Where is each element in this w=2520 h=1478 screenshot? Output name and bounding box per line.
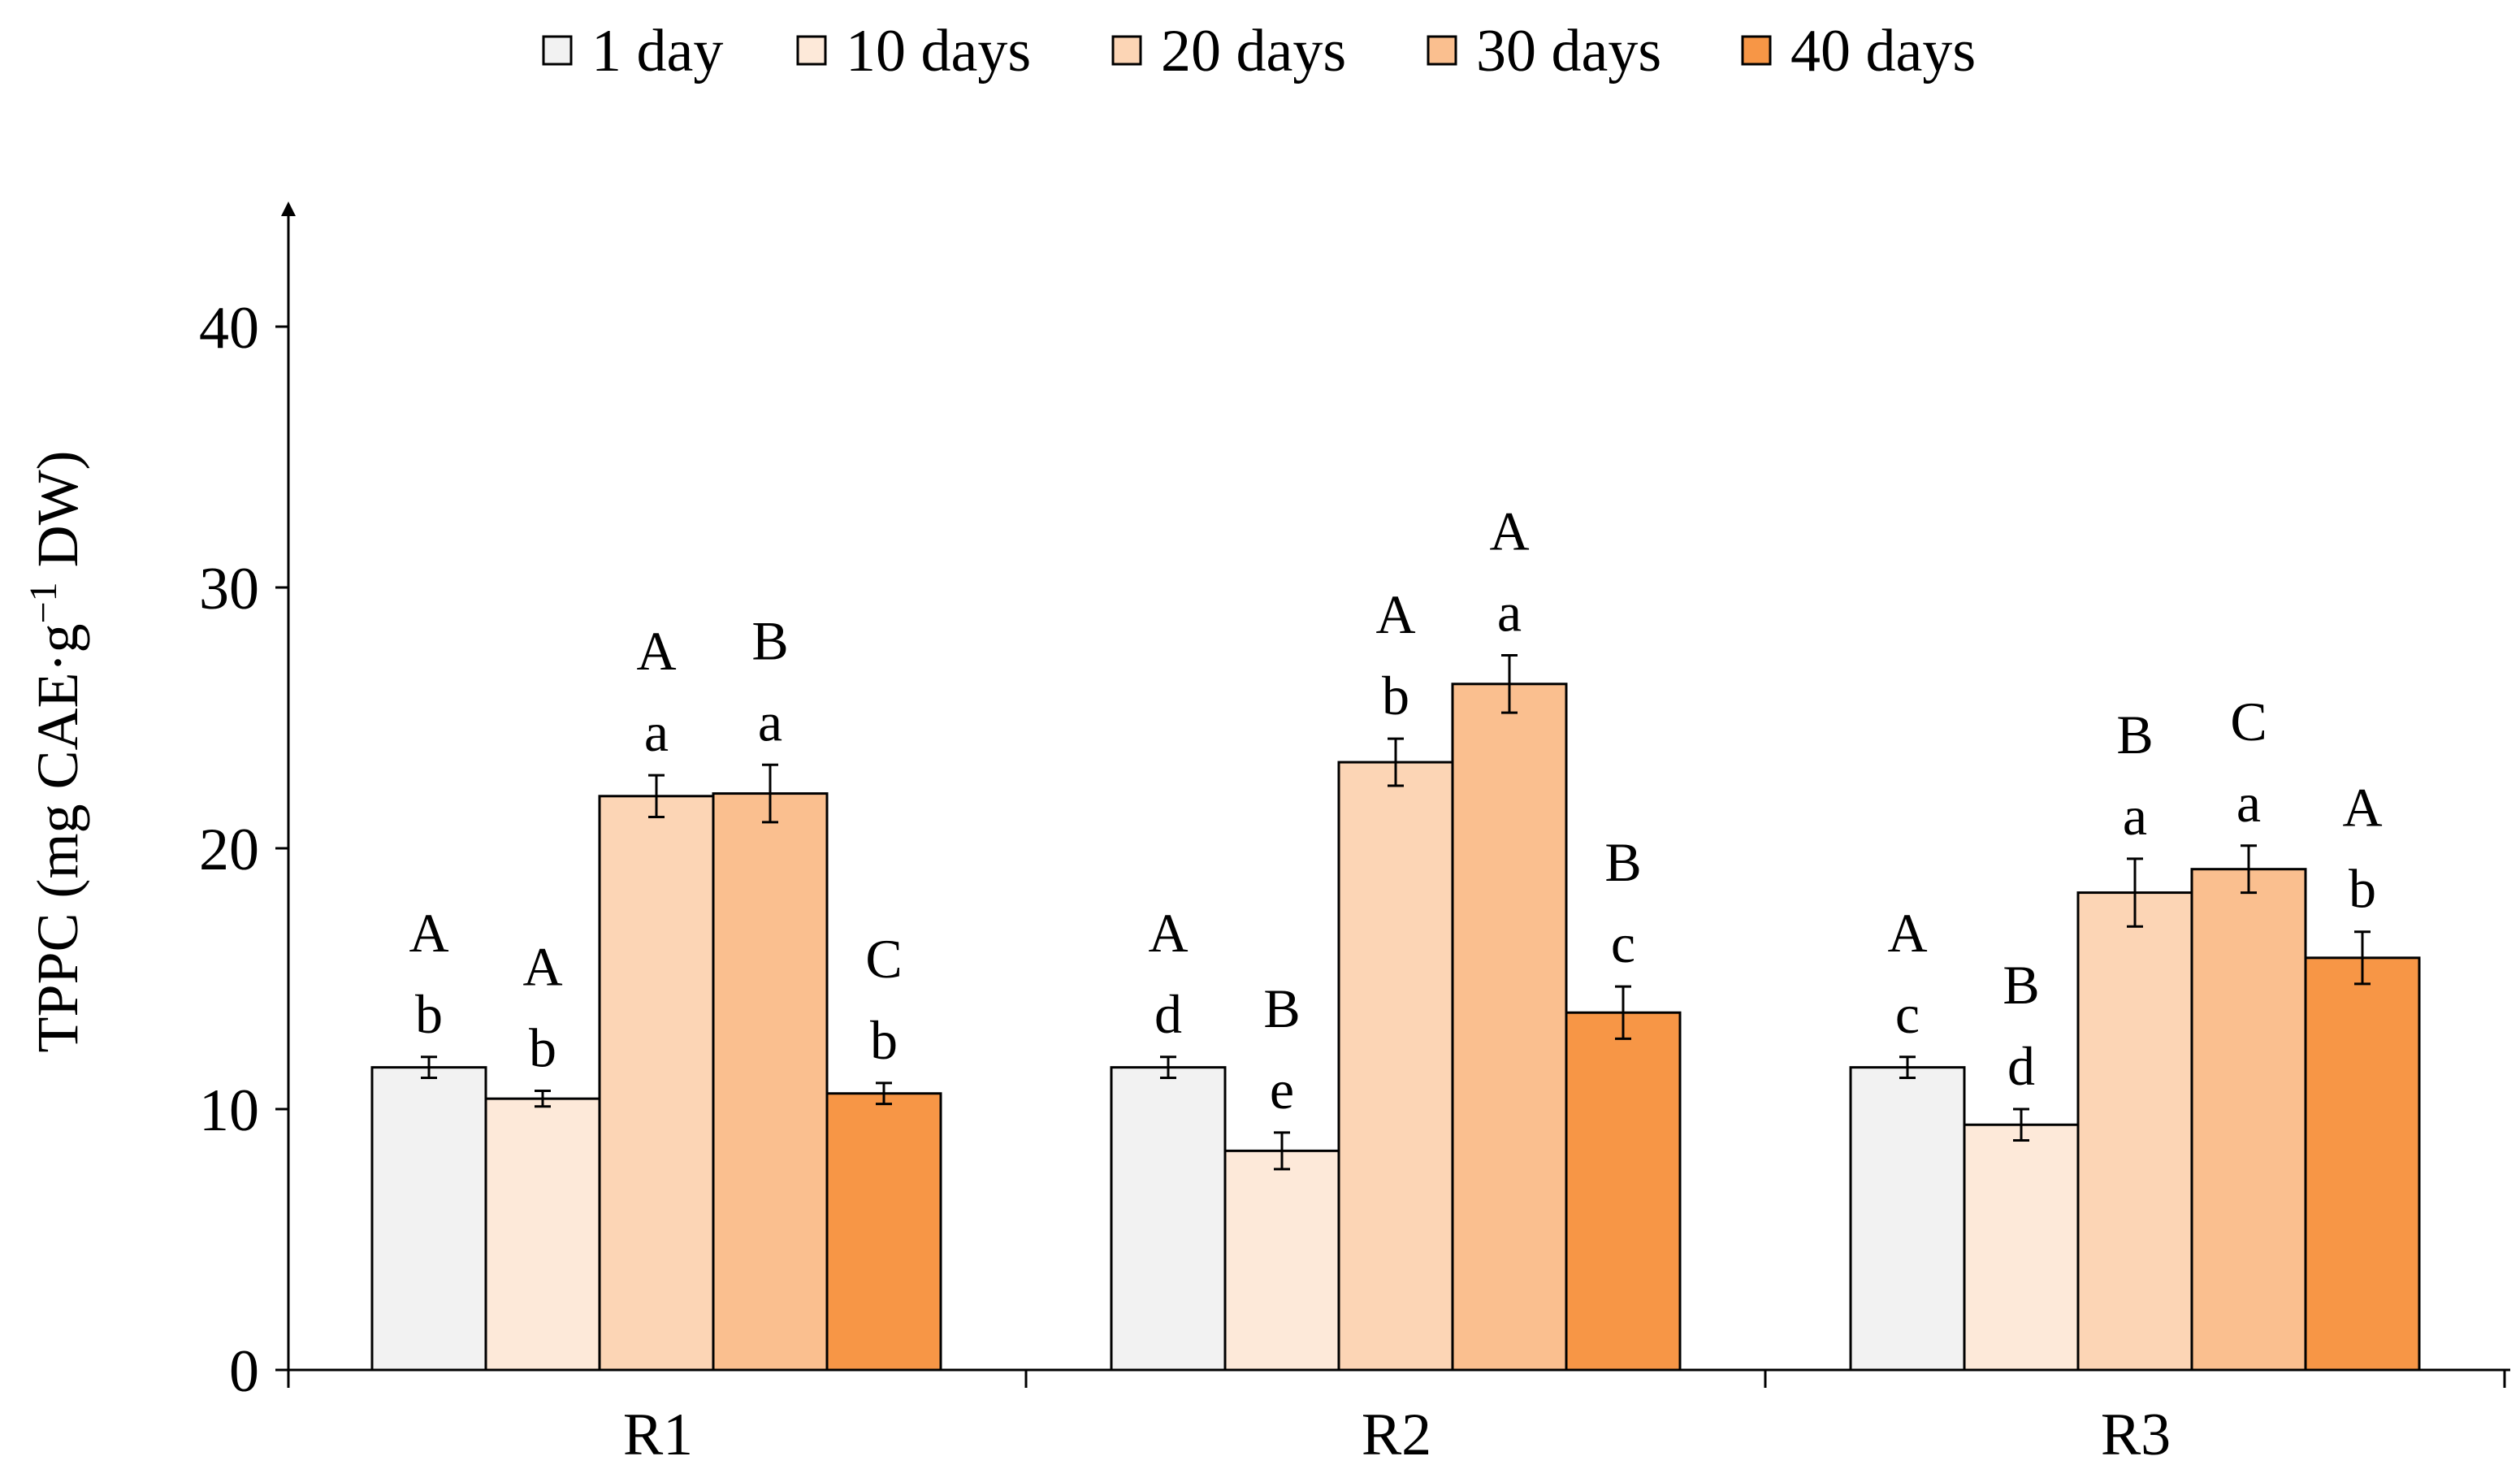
legend-item-20-days: 20 days xyxy=(1111,18,1346,85)
y-tick-label: 40 xyxy=(199,295,259,362)
legend-swatch xyxy=(1111,35,1142,66)
bars xyxy=(370,683,2421,1372)
significance-letter-lower: a xyxy=(1497,581,1522,643)
significance-letter-upper: A xyxy=(522,936,562,998)
legend: 1 day 10 days 20 days 30 days 40 days xyxy=(542,18,1976,85)
bar-r3-1-day xyxy=(1849,1066,1966,1372)
significance-letter-upper: A xyxy=(409,902,448,964)
significance-letter-upper: C xyxy=(2230,691,2267,752)
legend-label: 30 days xyxy=(1476,18,1661,85)
significance-letter-lower: c xyxy=(1895,983,1920,1045)
bar-r3-30-days xyxy=(2190,868,2307,1372)
bar-r2-20-days xyxy=(1337,761,1454,1372)
significance-letter-lower: a xyxy=(2123,785,2147,847)
y-axis-arrow xyxy=(281,202,296,216)
significance-letter-lower: d xyxy=(2007,1035,2035,1097)
legend-swatch xyxy=(542,35,573,66)
x-tick-label-r1: R1 xyxy=(623,1402,693,1468)
bar-r2-30-days xyxy=(1451,683,1568,1372)
bar-r1-30-days xyxy=(712,792,829,1372)
significance-letter-lower: b xyxy=(529,1017,556,1079)
bar-r3-40-days xyxy=(2304,956,2421,1372)
y-tick-label: 0 xyxy=(229,1338,259,1405)
y-axis-label-main: TPPC (mg CAE·g xyxy=(25,623,90,1052)
legend-swatch xyxy=(1427,35,1457,66)
significance-letter-upper: A xyxy=(1489,500,1529,561)
significance-letter-upper: B xyxy=(1604,831,1641,893)
significance-letter-upper: A xyxy=(2342,777,2382,839)
bar-r1-20-days xyxy=(598,795,715,1372)
y-tick-label: 30 xyxy=(199,556,259,622)
bar-r2-10-days xyxy=(1223,1149,1340,1372)
error-bars xyxy=(421,653,2371,1171)
legend-item-1-day: 1 day xyxy=(542,18,723,85)
x-tick-label-r3: R3 xyxy=(2101,1402,2171,1468)
y-axis: 0 10 20 30 40 xyxy=(199,202,296,1405)
significance-letter-lower: a xyxy=(2236,772,2261,834)
significance-letter-upper: B xyxy=(2116,704,2153,765)
bar-r2-1-day xyxy=(1110,1066,1227,1372)
y-axis-label-suffix: DW) xyxy=(25,450,90,582)
significance-letter-lower: a xyxy=(644,701,669,763)
significance-letter-lower: b xyxy=(870,1009,898,1071)
bar-r1-40-days xyxy=(825,1092,942,1372)
significance-letter-lower: c xyxy=(1611,912,1635,974)
significance-letter-upper: B xyxy=(2003,954,2039,1016)
y-axis-label-superscript: −1 xyxy=(22,582,65,623)
significance-letter-upper: C xyxy=(865,928,902,990)
x-tick-label-r2: R2 xyxy=(1362,1402,1431,1468)
significance-letter-lower: a xyxy=(758,691,782,752)
significance-letter-upper: A xyxy=(1887,902,1927,964)
y-tick-label: 10 xyxy=(199,1077,259,1144)
significance-letter-lower: b xyxy=(1382,665,1409,726)
legend-label: 20 days xyxy=(1161,18,1346,85)
x-axis: R1 R2 R3 xyxy=(287,1368,2510,1468)
legend-label: 1 day xyxy=(591,18,723,85)
legend-label: 10 days xyxy=(846,18,1031,85)
bar-r2-40-days xyxy=(1565,1011,1682,1372)
significance-letter-upper: B xyxy=(1263,977,1300,1039)
legend-item-30-days: 30 days xyxy=(1427,18,1661,85)
bar-r1-10-days xyxy=(484,1097,601,1372)
y-tick-label: 20 xyxy=(199,817,259,883)
y-axis-label: TPPC (mg CAE·g−1 DW) xyxy=(22,450,90,1052)
legend-swatch xyxy=(796,35,827,66)
significance-letter-lower: b xyxy=(415,983,443,1045)
significance-letter-upper: A xyxy=(1148,902,1188,964)
significance-letter-lower: b xyxy=(2349,858,2376,920)
bar-r3-20-days xyxy=(2076,891,2193,1372)
significance-letter-lower: e xyxy=(1270,1059,1294,1120)
significance-letter-upper: A xyxy=(636,620,676,682)
bar-r1-1-day xyxy=(370,1066,487,1372)
significance-letter-upper: B xyxy=(751,609,788,671)
significance-letter-upper: A xyxy=(1375,583,1415,645)
legend-swatch xyxy=(1741,35,1772,66)
legend-item-10-days: 10 days xyxy=(796,18,1031,85)
legend-item-40-days: 40 days xyxy=(1741,18,1976,85)
legend-label: 40 days xyxy=(1790,18,1976,85)
bar-r3-10-days xyxy=(1963,1123,2080,1372)
significance-letter-lower: d xyxy=(1154,983,1182,1045)
